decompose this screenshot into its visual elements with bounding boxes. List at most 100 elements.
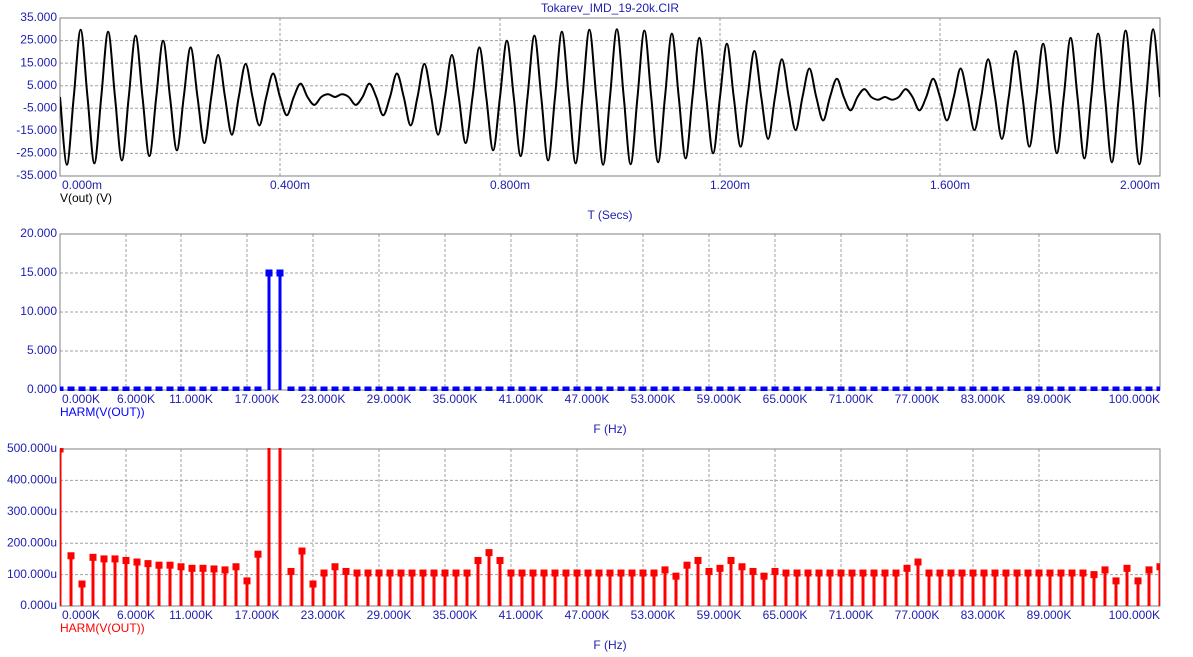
stem-marker [793, 386, 801, 391]
stem-marker [144, 386, 152, 391]
stem-marker [287, 567, 295, 575]
stem-marker [298, 547, 306, 555]
stem-marker [595, 569, 603, 577]
stem-marker [760, 386, 768, 391]
stem-marker [859, 386, 867, 391]
stem-marker [309, 386, 317, 391]
stem-marker [969, 386, 977, 391]
stem-marker [1134, 386, 1142, 391]
stem-marker [914, 558, 922, 566]
stem-marker [188, 386, 196, 391]
x-tick-label: 1.200m [710, 178, 750, 192]
stem-marker [606, 386, 614, 391]
x-tick-label: 65.000K [763, 608, 808, 622]
stem-marker [639, 386, 647, 391]
stem-marker [254, 550, 262, 558]
stem-marker [364, 569, 372, 577]
stem-marker [1046, 386, 1054, 391]
x-tick-label: 29.000K [367, 608, 412, 622]
x-tick-label: 53.000K [631, 392, 676, 406]
stem-marker [1002, 569, 1010, 577]
y-tick-label: 200.000u [7, 535, 57, 549]
x-tick-label: 71.000K [829, 608, 874, 622]
stem-marker [826, 569, 834, 577]
y-tick-label: 5.000 [27, 343, 57, 357]
stem-marker [496, 556, 504, 564]
stem-marker [78, 580, 86, 588]
stem-marker [122, 386, 130, 391]
x-tick-label: 35.000K [433, 392, 478, 406]
stem-marker [584, 386, 592, 391]
y-tick-label: 5.000 [27, 78, 57, 92]
stem-marker [727, 386, 735, 391]
stem-marker [265, 269, 273, 277]
stem-marker [991, 386, 999, 391]
stem-marker [661, 566, 669, 574]
stem-marker [122, 556, 130, 564]
x-tick-label: 100.000K [1109, 392, 1160, 406]
stem-marker [771, 567, 779, 575]
stem-marker [782, 569, 790, 577]
stem-marker [133, 558, 141, 566]
stem-marker [485, 386, 493, 391]
legend-label: HARM(V(OUT)) [60, 621, 145, 635]
stem-marker [199, 386, 207, 391]
chart-title: Tokarev_IMD_19-20k.CIR [541, 1, 679, 15]
stem-marker [738, 563, 746, 571]
stem-marker [111, 555, 119, 563]
stem-marker [155, 386, 163, 391]
stem-marker [870, 569, 878, 577]
y-tick-label: 10.000 [20, 304, 57, 318]
legend-label: V(out) (V) [60, 191, 112, 205]
stem-marker [551, 569, 559, 577]
stem-marker [903, 564, 911, 572]
stem-marker [452, 569, 460, 577]
stem-marker [1123, 564, 1131, 572]
x-axis-title: F (Hz) [593, 422, 626, 436]
stem-marker [1057, 386, 1065, 391]
y-tick-label: 15.000 [20, 265, 57, 279]
x-tick-label: 0.000K [62, 392, 100, 406]
x-tick-label: 23.000K [301, 608, 346, 622]
x-tick-label: 2.000m [1120, 178, 1160, 192]
stem-marker [375, 386, 383, 391]
stem-marker [89, 553, 97, 561]
stem-marker [760, 572, 768, 580]
stem-marker [100, 555, 108, 563]
x-tick-label: 0.800m [490, 178, 530, 192]
stem-marker [815, 386, 823, 391]
stem-marker [430, 569, 438, 577]
stem-marker [617, 386, 625, 391]
stem-marker [463, 386, 471, 391]
stem-marker [1156, 386, 1160, 391]
stem-marker [298, 386, 306, 391]
stem-marker [430, 386, 438, 391]
stem-marker [408, 569, 416, 577]
stem-marker [221, 386, 229, 391]
x-tick-label: 23.000K [301, 392, 346, 406]
stem-marker [749, 567, 757, 575]
stem-marker [826, 386, 834, 391]
stem-marker [573, 569, 581, 577]
stem-marker [1024, 569, 1032, 577]
x-tick-label: 17.000K [235, 608, 280, 622]
stem-marker [1090, 386, 1098, 391]
stem-marker [177, 563, 185, 571]
x-tick-label: 35.000K [433, 608, 478, 622]
x-tick-label: 77.000K [895, 392, 940, 406]
stem-marker [78, 386, 86, 391]
y-tick-label: 25.000 [20, 33, 57, 47]
y-tick-label: -5.000 [23, 100, 57, 114]
stem-marker [804, 386, 812, 391]
stem-marker [1068, 386, 1076, 391]
stem-marker [980, 386, 988, 391]
stem-marker [870, 386, 878, 391]
stem-marker [199, 564, 207, 572]
stem-marker [650, 569, 658, 577]
stem-marker [386, 386, 394, 391]
stem-marker [639, 569, 647, 577]
stem-marker [1035, 569, 1043, 577]
x-tick-label: 11.000K [169, 392, 213, 406]
stem-marker [727, 556, 735, 564]
stem-marker [683, 386, 691, 391]
